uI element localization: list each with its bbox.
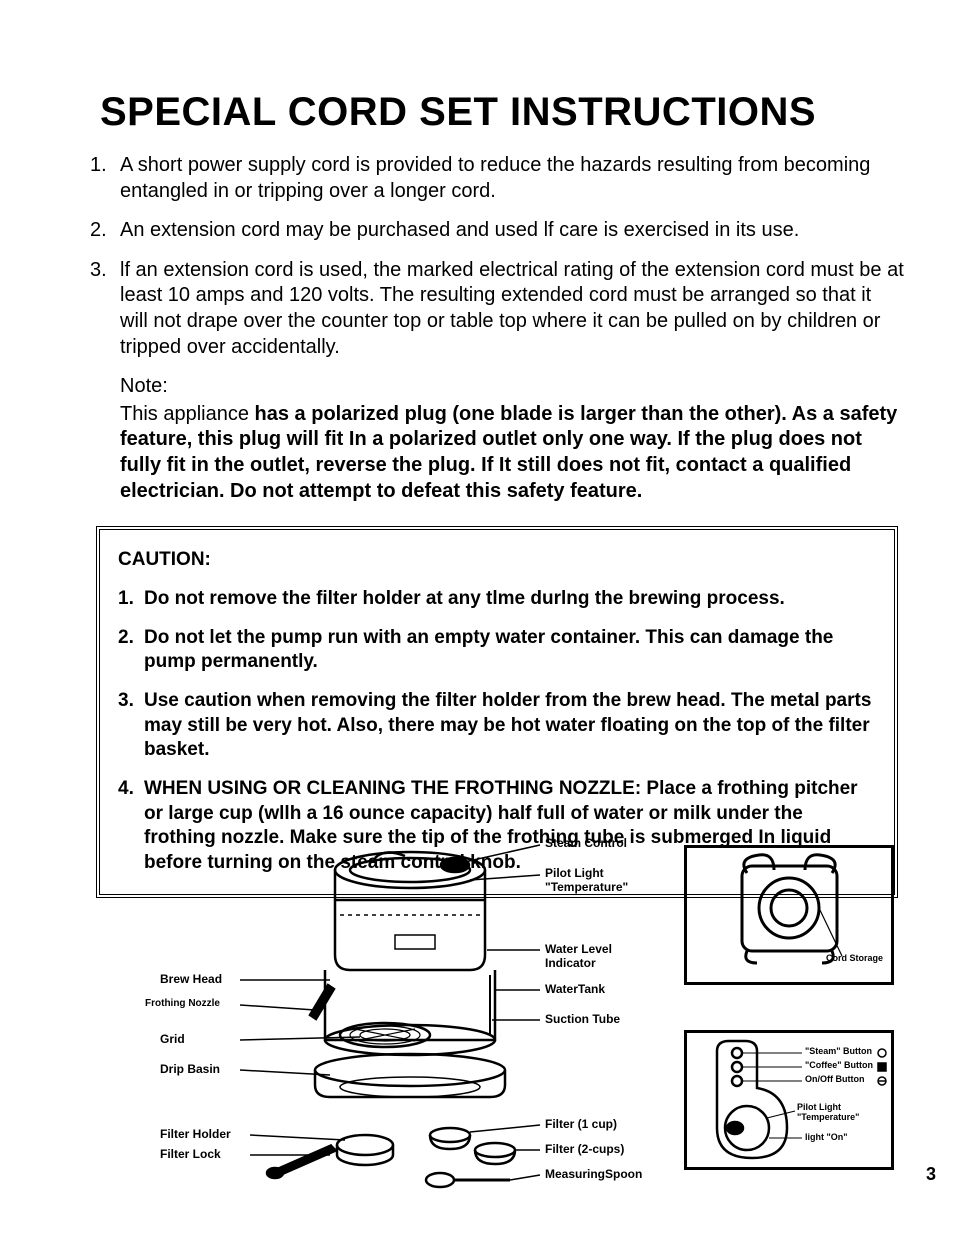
label-filter-2cups: Filter (2-cups) xyxy=(545,1143,624,1156)
caution-number: 3. xyxy=(118,689,144,763)
label-water-tank: WaterTank xyxy=(545,983,605,996)
list-number: 2. xyxy=(90,218,120,244)
caution-text: Do not let the pump run with an empty wa… xyxy=(144,626,876,675)
list-item: 1. A short power supply cord is provided… xyxy=(90,153,904,204)
caution-item: 2. Do not let the pump run with an empty… xyxy=(118,626,876,675)
label-indicator: Indicator xyxy=(545,957,596,970)
caution-number: 2. xyxy=(118,626,144,675)
label-water-level: Water Level xyxy=(545,943,612,956)
caution-text: Use caution when removing the filter hol… xyxy=(144,689,876,763)
label-filter-1cup: Filter (1 cup) xyxy=(545,1118,617,1131)
caution-text: Do not remove the filter holder at any t… xyxy=(144,587,876,612)
label-light-on: light "On" xyxy=(805,1133,848,1143)
caution-number: 1. xyxy=(118,587,144,612)
label-frothing-nozzle: Frothing Nozzle xyxy=(145,998,220,1009)
label-temperature: "Temperature" xyxy=(545,881,628,894)
note-pre: This appliance xyxy=(120,403,255,425)
page-number: 3 xyxy=(926,1164,936,1185)
ordered-list: 1. A short power supply cord is provided… xyxy=(90,153,904,360)
label-drip-basin: Drip Basin xyxy=(160,1063,220,1076)
label-brew-head: Brew Head xyxy=(160,973,222,986)
label-filter-lock: Filter Lock xyxy=(160,1148,221,1161)
page-title: SPECIAL CORD SET INSTRUCTIONS xyxy=(100,90,904,135)
list-text: An extension cord may be purchased and u… xyxy=(120,218,904,244)
label-measuring-spoon: MeasuringSpoon xyxy=(545,1168,642,1181)
list-number: 1. xyxy=(90,153,120,204)
espresso-diagram: Steam Control Pilot Light "Temperature" … xyxy=(160,825,650,1195)
list-item: 2. An extension cord may be purchased an… xyxy=(90,218,904,244)
list-text: lf an extension cord is used, the marked… xyxy=(120,258,904,360)
figures-area: Steam Control Pilot Light "Temperature" … xyxy=(90,825,904,1205)
label-cord-storage: Cord Storage xyxy=(826,954,883,964)
label-pilot-light: Pilot Light xyxy=(545,867,604,880)
list-item: 3. lf an extension cord is used, the mar… xyxy=(90,258,904,360)
label-coffee-button: "Coffee" Button xyxy=(805,1061,873,1071)
caution-item: 1. Do not remove the filter holder at an… xyxy=(118,587,876,612)
page: SPECIAL CORD SET INSTRUCTIONS 1. A short… xyxy=(0,0,954,1235)
label-pilot-light-temp: Pilot Light "Temperature" xyxy=(797,1103,889,1123)
label-suction-tube: Suction Tube xyxy=(545,1013,620,1026)
label-steam-button: "Steam" Button xyxy=(805,1047,872,1057)
label-grid: Grid xyxy=(160,1033,185,1046)
caution-item: 3. Use caution when removing the filter … xyxy=(118,689,876,763)
note-label: Note: xyxy=(120,374,904,400)
caution-title: CAUTION: xyxy=(118,548,876,573)
label-steam-control: Steam Control xyxy=(545,837,627,850)
list-number: 3. xyxy=(90,258,120,360)
control-panel-diagram: "Steam" Button "Coffee" Button On/Off Bu… xyxy=(684,1030,894,1170)
label-filter-holder: Filter Holder xyxy=(160,1128,231,1141)
cord-storage-diagram: Cord Storage xyxy=(684,845,894,985)
note-block: Note: This appliance has a polarized plu… xyxy=(120,374,904,504)
list-text: A short power supply cord is provided to… xyxy=(120,153,904,204)
label-onoff-button: On/Off Button xyxy=(805,1075,864,1085)
